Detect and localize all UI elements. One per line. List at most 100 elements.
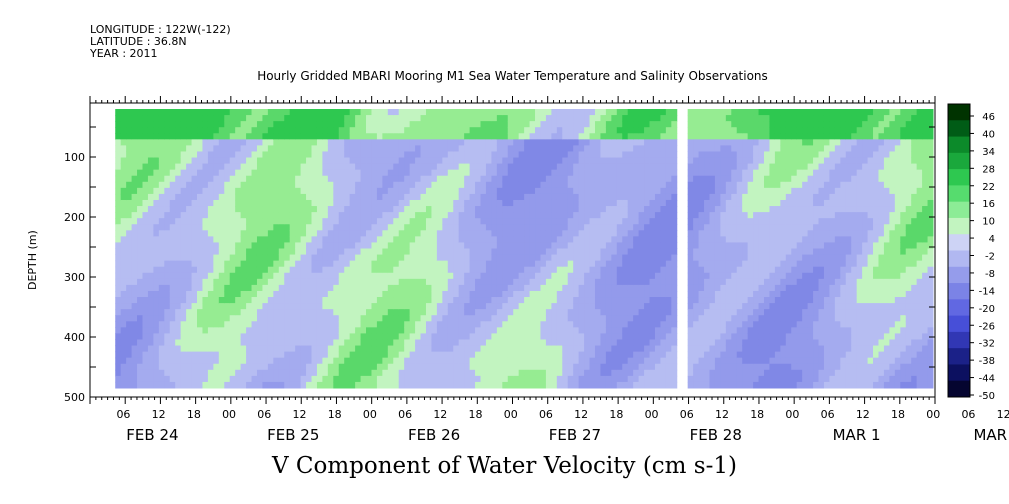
heatmap-cell: [153, 139, 160, 146]
heatmap-cell: [349, 272, 356, 280]
heatmap-cell: [431, 284, 438, 292]
heatmap-cell: [540, 127, 547, 134]
heatmap-cell: [267, 218, 274, 225]
heatmap-cell: [207, 333, 214, 340]
heatmap-cell: [158, 272, 165, 280]
heatmap-cell: [567, 345, 574, 353]
heatmap-cell: [115, 345, 122, 353]
heatmap-cell: [235, 193, 242, 201]
heatmap-cell: [251, 375, 258, 383]
heatmap-cell: [404, 363, 411, 371]
heatmap-cell: [442, 121, 449, 128]
heatmap-cell: [398, 248, 405, 256]
heatmap-cell: [197, 254, 203, 262]
heatmap-cell: [207, 121, 214, 128]
heatmap-cell: [409, 333, 416, 340]
heatmap-cell: [458, 375, 465, 383]
heatmap-cell: [540, 121, 547, 128]
heatmap-cell: [638, 236, 645, 243]
heatmap-cell: [202, 181, 209, 189]
heatmap-cell: [420, 139, 427, 146]
heatmap-cell: [698, 193, 705, 201]
heatmap-cell: [475, 230, 481, 237]
heatmap-cell: [649, 139, 656, 146]
heatmap-cell: [360, 115, 367, 122]
heatmap-cell: [458, 181, 465, 189]
heatmap-cell: [300, 169, 307, 177]
heatmap-cell: [202, 248, 209, 256]
heatmap-cell: [535, 278, 541, 286]
heatmap-cell: [202, 303, 209, 310]
heatmap-cell: [578, 357, 585, 365]
heatmap-cell: [158, 127, 165, 134]
heatmap-cell: [322, 145, 329, 152]
heatmap-cell: [442, 115, 449, 122]
heatmap-cell: [464, 230, 471, 237]
heatmap-cell: [131, 351, 138, 359]
heatmap-cell: [251, 212, 258, 219]
heatmap-cell: [649, 339, 656, 347]
heatmap-cell: [316, 115, 323, 122]
heatmap-cell: [147, 327, 154, 334]
heatmap-cell: [267, 145, 274, 152]
heatmap-cell: [115, 375, 122, 383]
heatmap-cell: [518, 187, 525, 195]
heatmap-cell: [191, 151, 198, 159]
heatmap-cell: [267, 199, 274, 207]
heatmap-cell: [578, 345, 585, 353]
heatmap-cell: [605, 345, 612, 353]
heatmap-cell: [654, 175, 661, 183]
heatmap-cell: [349, 381, 356, 389]
heatmap-cell: [513, 248, 520, 256]
heatmap-cell: [235, 339, 242, 347]
heatmap-cell: [611, 284, 618, 292]
heatmap-cell: [649, 375, 656, 383]
heatmap-cell: [518, 345, 525, 353]
heatmap-cell: [431, 375, 438, 383]
heatmap-cell: [420, 242, 427, 249]
heatmap-cell: [126, 109, 133, 116]
heatmap-cell: [589, 181, 596, 189]
heatmap-cell: [207, 248, 214, 256]
heatmap-cell: [415, 230, 422, 237]
heatmap-cell: [562, 345, 569, 353]
heatmap-cell: [322, 363, 329, 371]
heatmap-cell: [306, 187, 312, 195]
heatmap-cell: [633, 139, 640, 146]
heatmap-cell: [147, 266, 154, 274]
heatmap-cell: [638, 206, 645, 213]
heatmap-cell: [633, 242, 640, 249]
heatmap-cell: [594, 375, 601, 383]
heatmap-cell: [284, 230, 291, 237]
heatmap-cell: [562, 278, 569, 286]
heatmap-cell: [120, 327, 127, 334]
heatmap-cell: [191, 321, 198, 328]
heatmap-cell: [404, 127, 411, 134]
heatmap-cell: [355, 145, 362, 152]
heatmap-cell: [687, 303, 694, 310]
heatmap-cell: [224, 230, 231, 237]
heatmap-cell: [115, 315, 122, 322]
heatmap-cell: [289, 254, 296, 262]
heatmap-cell: [153, 278, 160, 286]
heatmap-cell: [240, 345, 247, 353]
heatmap-cell: [120, 321, 127, 328]
heatmap-cell: [175, 169, 182, 177]
heatmap-cell: [202, 357, 209, 365]
heatmap-cell: [366, 327, 372, 334]
heatmap-cell: [289, 206, 296, 213]
heatmap-cell: [611, 260, 618, 268]
heatmap-cell: [322, 248, 329, 256]
heatmap-cell: [327, 242, 334, 249]
heatmap-cell: [295, 145, 302, 152]
heatmap-cell: [545, 218, 552, 225]
heatmap-cell: [131, 193, 138, 201]
heatmap-cell: [545, 127, 552, 134]
heatmap-cell: [584, 236, 591, 243]
heatmap-cell: [524, 260, 531, 268]
heatmap-cell: [387, 139, 394, 146]
heatmap-cell: [393, 181, 400, 189]
heatmap-cell: [300, 218, 307, 225]
heatmap-cell: [284, 284, 291, 292]
heatmap-cell: [480, 266, 487, 274]
